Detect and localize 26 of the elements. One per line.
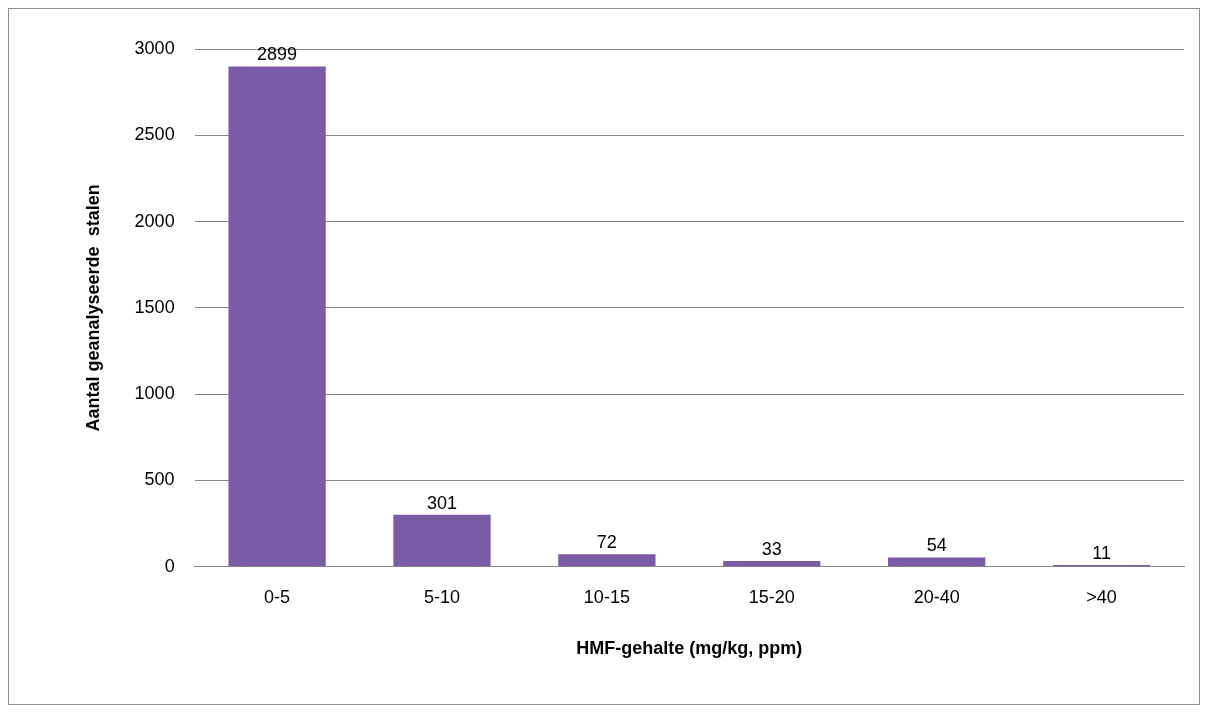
data-label: 2899 [257, 44, 298, 65]
x-tick-label: 10-15 [583, 586, 630, 607]
data-label: 11 [1092, 542, 1111, 563]
bar [558, 554, 656, 567]
bar [228, 66, 326, 567]
x-axis-title: HMF-gehalte (mg/kg, ppm) [576, 638, 803, 659]
y-tick-label: 2000 [134, 210, 175, 231]
x-tick-label: 20-40 [913, 586, 960, 607]
y-tick-label: 1000 [134, 383, 175, 404]
x-tick-label: 15-20 [748, 586, 795, 607]
y-tick-label: 2500 [134, 124, 175, 145]
y-axis-title: Aantal geanalyseerde stalen [82, 184, 103, 432]
x-tick-label: 0-5 [264, 586, 291, 607]
data-label: 301 [426, 492, 458, 513]
x-tick-label: >40 [1086, 586, 1117, 607]
bar [723, 561, 821, 567]
bar [888, 557, 986, 567]
data-label: 72 [596, 532, 617, 553]
y-tick-label: 3000 [134, 37, 175, 58]
y-tick-label: 0 [164, 555, 175, 576]
x-tick-label: 5-10 [423, 586, 460, 607]
bar [393, 514, 491, 567]
data-label: 54 [926, 535, 947, 556]
y-tick-label: 500 [144, 469, 175, 490]
data-label: 33 [761, 539, 782, 560]
y-tick-label: 1500 [134, 296, 175, 317]
